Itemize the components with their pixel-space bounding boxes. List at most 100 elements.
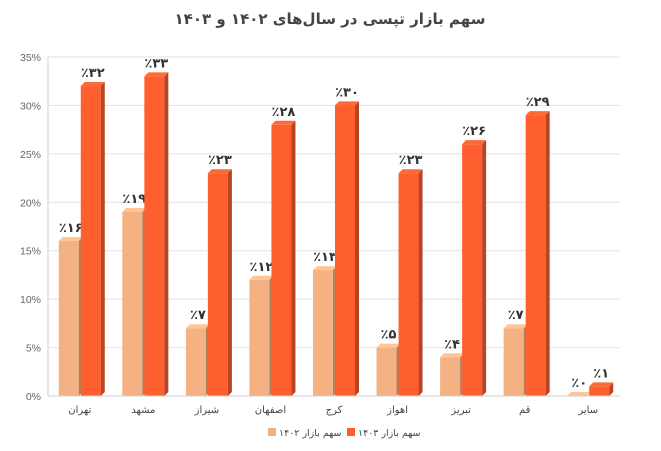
legend: سهم بازار ۱۴۰۲ سهم بازار ۱۴۰۳ xyxy=(268,428,421,439)
bar-1403 xyxy=(207,169,232,396)
bar-front xyxy=(525,115,546,396)
bar-1403 xyxy=(398,169,423,396)
bar-top xyxy=(398,169,423,174)
data-label: ٪۳۳ xyxy=(144,56,168,71)
bar-front xyxy=(144,76,165,396)
data-label: ٪۱ xyxy=(593,366,609,381)
bar-1403 xyxy=(271,120,296,397)
data-label: ٪۳۲ xyxy=(81,66,105,81)
bar-top xyxy=(58,237,83,242)
x-tick-label: قم xyxy=(519,405,531,416)
bar-front xyxy=(185,328,206,396)
bar-1403 xyxy=(462,140,487,396)
x-axis: تهران مشهد شیراز اصفهان کرج اهواز تبریز قم سایر xyxy=(48,395,620,416)
bar-front xyxy=(462,144,483,396)
bar-side xyxy=(418,169,423,396)
bar-top xyxy=(80,82,105,87)
bar-top xyxy=(249,275,274,280)
chart-title: سهم بازار تپسی در سال‌های ۱۴۰۲ و ۱۴۰۳ xyxy=(175,10,486,29)
data-label: ٪۲۹ xyxy=(526,95,550,110)
data-label: ٪۲۳ xyxy=(399,153,423,168)
bar-top xyxy=(207,169,232,174)
bar-front xyxy=(122,211,143,396)
bar-side xyxy=(100,82,105,397)
x-tick-label: اهواز xyxy=(386,405,408,416)
bar-front xyxy=(207,173,228,396)
data-label: ٪۲۳ xyxy=(208,153,232,168)
bar-1402 xyxy=(58,237,83,396)
bar-front xyxy=(249,279,270,396)
bar-side xyxy=(164,72,169,396)
y-tick-label: 5% xyxy=(26,343,41,355)
bar-top xyxy=(185,324,210,329)
bar-side xyxy=(227,169,232,396)
bar-side xyxy=(291,120,296,397)
data-label: ٪۴ xyxy=(444,337,460,352)
bar-front xyxy=(313,270,333,396)
x-tick-label: تهران xyxy=(68,405,91,416)
bar-1402 xyxy=(249,275,274,396)
data-label: ٪۲۶ xyxy=(462,124,486,139)
data-label: ٪۰ xyxy=(571,376,587,391)
bar-1402 xyxy=(313,266,337,396)
x-tick-label: تبریز xyxy=(450,405,471,416)
data-label: ٪۱۶ xyxy=(59,221,83,236)
bar-top xyxy=(313,266,337,271)
bar-side xyxy=(355,101,359,396)
bar-front xyxy=(335,105,355,396)
x-tick-label: مشهد xyxy=(131,405,155,416)
bar-side xyxy=(482,140,487,396)
x-tick-label: شیراز xyxy=(194,405,220,416)
bar-front xyxy=(440,357,461,396)
bar-front xyxy=(376,347,397,396)
y-tick-label: 15% xyxy=(20,246,41,258)
bar-1402 xyxy=(440,353,465,396)
bar-front xyxy=(80,86,101,397)
bar-front xyxy=(589,386,610,396)
legend-swatch xyxy=(347,428,355,436)
bar-side xyxy=(545,111,550,396)
data-label: ٪۱۲ xyxy=(250,260,274,275)
y-tick-label: 10% xyxy=(20,294,41,306)
x-tick-label: اصفهان xyxy=(255,405,286,416)
bar-top xyxy=(503,324,528,329)
y-tick-label: 30% xyxy=(20,100,41,112)
bar-top xyxy=(376,343,401,348)
bar-1403 xyxy=(589,382,614,396)
legend-label: سهم بازار ۱۴۰۲ xyxy=(279,428,342,439)
x-tick-label: کرج xyxy=(326,405,343,416)
bar-front xyxy=(503,328,524,396)
y-tick-label: 35% xyxy=(20,52,41,64)
bar-1403 xyxy=(80,82,105,397)
x-tick-label: سایر xyxy=(577,405,598,416)
bar-top xyxy=(462,140,487,145)
bar-1402 xyxy=(122,207,147,396)
bar-top xyxy=(271,120,296,125)
bar-top xyxy=(589,382,614,387)
y-tick-label: 0% xyxy=(26,391,41,403)
bar-top xyxy=(335,101,359,106)
y-tick-label: 20% xyxy=(20,197,41,209)
bar-top xyxy=(525,111,550,116)
bar-top xyxy=(122,207,147,212)
bar-side xyxy=(609,382,614,396)
legend-label: سهم بازار ۱۴۰۳ xyxy=(358,428,421,439)
bars: ٪۱۶ ٪۳۲ ٪۱۹ ٪۳۳ ٪۷ ٪۲۳ ٪۱۲ ٪۲۸ ٪۱۳ ٪۳۰ ٪۵ ٪۲۳ ٪۴ ٪۲۶ ٪… xyxy=(58,56,614,397)
data-label: ٪۲۸ xyxy=(272,105,296,120)
bar-1402 xyxy=(376,343,401,396)
bar-top xyxy=(440,353,465,358)
bar-top xyxy=(144,72,169,77)
bar-1402 xyxy=(185,324,210,396)
data-label: ٪۷ xyxy=(190,308,206,323)
y-axis: 0% 5% 10% 15% 20% 25% 30% 35% xyxy=(20,52,41,403)
data-label: ٪۳۰ xyxy=(335,85,359,100)
bar-top xyxy=(567,392,592,396)
bar-1402 xyxy=(503,324,528,396)
bar-front xyxy=(271,124,292,397)
bar-1403 xyxy=(335,101,359,396)
data-label: ٪۵ xyxy=(381,328,397,343)
data-label: ٪۱۳ xyxy=(313,250,337,265)
data-label: ٪۱۹ xyxy=(122,192,146,207)
bar-1403 xyxy=(525,111,550,396)
